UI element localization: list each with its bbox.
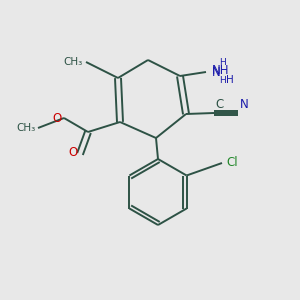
Text: N: N xyxy=(212,65,221,79)
Text: O: O xyxy=(69,146,78,160)
Text: O: O xyxy=(53,112,62,124)
Text: C: C xyxy=(215,98,223,111)
Text: N: N xyxy=(240,98,249,111)
Text: H: H xyxy=(219,76,226,85)
Text: H: H xyxy=(219,58,226,67)
Text: H: H xyxy=(226,75,234,85)
Text: CH₃: CH₃ xyxy=(17,123,36,133)
Text: CH₃: CH₃ xyxy=(64,57,83,67)
Text: NH: NH xyxy=(212,64,230,77)
Text: Cl: Cl xyxy=(226,157,238,169)
